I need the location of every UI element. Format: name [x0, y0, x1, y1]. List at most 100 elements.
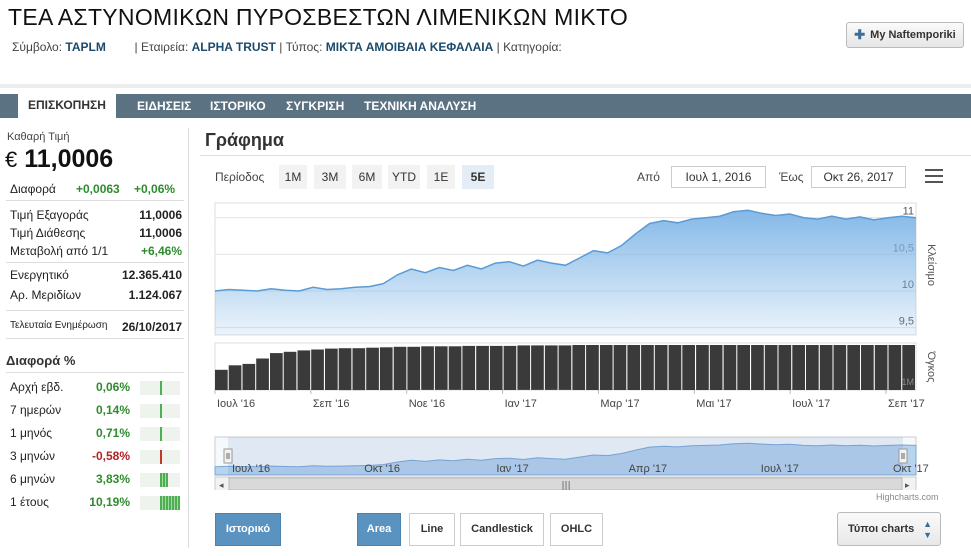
volume-bar — [751, 345, 764, 390]
from-date-input[interactable]: Ιουλ 1, 2016 — [671, 166, 766, 188]
period-3m-button[interactable]: 3M — [314, 165, 346, 189]
navigator-tick-label: Ιουλ '16 — [232, 463, 270, 475]
row-label: Αρχή εβδ. — [10, 380, 64, 394]
volume-bar — [489, 345, 503, 390]
x-tick-label: Ιουλ '16 — [217, 398, 255, 410]
volume-bar — [833, 345, 847, 390]
diff-pct-bar-fill — [160, 473, 168, 487]
row-value: 1.124.067 — [128, 288, 182, 302]
last-update-row: Τελευταία Ενημέρωση 26/10/2017 — [10, 320, 182, 334]
navigator-selection — [228, 437, 903, 475]
volume-bar — [874, 345, 888, 390]
volume-bar — [215, 369, 228, 391]
diff-pct-row: 6 μηνών 3,83% — [10, 472, 130, 486]
row-value: 3,83% — [95, 472, 130, 486]
price-value: 11,0006 — [24, 145, 114, 173]
my-naftemporiki-label: My Naftemporiki — [870, 29, 956, 41]
symbol-label: Σύμβολο: — [12, 40, 63, 54]
volume-bar — [256, 358, 269, 390]
price-area — [215, 210, 916, 335]
updown-arrow-icon: ▲ ▼ — [923, 519, 932, 540]
volume-axis-label: Όγκος — [925, 351, 937, 383]
volume-bar — [448, 346, 462, 390]
company-value[interactable]: ALPHA TRUST — [191, 40, 276, 54]
shares-row: Αρ. Μεριδίων 1.124.067 — [10, 288, 182, 302]
candlestick-button[interactable]: Candlestick — [460, 513, 544, 546]
tab-technical-analysis[interactable]: ΤΕΧΝΙΚΗ ΑΝΑΛΥΣΗ — [364, 99, 477, 113]
volume-bar — [902, 345, 915, 390]
row-label: 7 ημερών — [10, 403, 62, 417]
navigator-tick-label: Ιαν '17 — [496, 463, 528, 475]
x-tick-label: Μαι '17 — [696, 398, 731, 410]
from-label: Από — [637, 170, 660, 184]
diff-pct-bar-fill — [160, 496, 180, 510]
x-tick-label: Νοε '16 — [409, 398, 445, 410]
diff-pct-row: Αρχή εβδ. 0,06% — [10, 380, 130, 394]
hamburger-icon[interactable] — [925, 169, 943, 183]
sell-price-row: Τιμή Διάθεσης 11,0006 — [10, 226, 182, 240]
volume-bar — [586, 345, 599, 390]
row-label: Τελευταία Ενημέρωση — [10, 320, 108, 331]
diff-pct-value: +0,06% — [134, 182, 176, 196]
x-tick-label: Ιαν '17 — [505, 398, 537, 410]
tab-compare[interactable]: ΣΥΓΚΡΙΣΗ — [286, 99, 345, 113]
volume-bar — [338, 348, 352, 391]
volume-bar — [641, 345, 654, 390]
x-tick-label: Μαρ '17 — [600, 398, 639, 410]
x-tick-label: Ιουλ '17 — [792, 398, 830, 410]
period-6m-button[interactable]: 6M — [352, 165, 382, 189]
diff-pct-row: 7 ημερών 0,14% — [10, 403, 130, 417]
area-button[interactable]: Area — [357, 513, 401, 546]
price-line — [214, 209, 917, 292]
diff-pct-row: 1 έτους 10,19% — [10, 495, 130, 509]
row-label: Τιμή Εξαγοράς — [10, 208, 89, 222]
highcharts-credit[interactable]: Highcharts.com — [876, 492, 939, 502]
volume-bar — [544, 345, 558, 390]
ohlc-button[interactable]: OHLC — [550, 513, 603, 546]
volume-bar — [297, 350, 311, 390]
volume-bar — [888, 345, 902, 390]
tab-history[interactable]: ΙΣΤΟΡΙΚΟ — [210, 99, 266, 113]
tab-news[interactable]: ΕΙΔΗΣΕΙΣ — [137, 99, 192, 113]
volume-bar — [366, 347, 379, 390]
line-button[interactable]: Line — [409, 513, 455, 546]
row-label: 6 μηνών — [10, 472, 55, 486]
navigator-series — [214, 442, 917, 476]
grip-icon — [223, 448, 233, 464]
volume-bar — [283, 351, 297, 391]
volume-bar — [407, 346, 421, 390]
volume-bar — [352, 348, 366, 391]
row-value: +6,46% — [140, 244, 182, 258]
period-ytd-button[interactable]: YTD — [388, 165, 420, 189]
to-date-input[interactable]: Οκτ 26, 2017 — [811, 166, 906, 188]
volume-bar — [682, 345, 695, 390]
period-1m-button[interactable]: 1M — [279, 165, 307, 189]
volume-bar — [503, 345, 517, 390]
diff-pct-bar-fill — [160, 450, 162, 464]
volume-bar — [668, 345, 682, 390]
currency-symbol: € — [5, 147, 18, 172]
my-naftemporiki-button[interactable]: ✚ My Naftemporiki — [846, 22, 964, 48]
history-button[interactable]: Ιστορικό — [215, 513, 281, 546]
volume-bar — [393, 346, 407, 390]
tab-overview[interactable]: ΕΠΙΣΚΟΠΗΣΗ — [18, 92, 116, 118]
period-5e-button[interactable]: 5E — [462, 165, 494, 189]
volume-bar — [531, 345, 544, 390]
volume-bar — [764, 345, 778, 390]
price-axis-label: Κλείσιμο — [925, 244, 937, 286]
company-label: | Εταιρεία: — [134, 40, 189, 54]
y-tick-label: 11 — [903, 206, 914, 218]
diff-pct-bar-fill — [160, 404, 162, 418]
type-value[interactable]: ΜΙΚΤΑ ΑΜΟΙΒΑΙΑ ΚΕΦΑΛΑΙΑ — [325, 40, 494, 54]
volume-bar — [709, 345, 723, 390]
volume-bar — [421, 346, 434, 390]
divider — [6, 338, 184, 339]
volume-bar — [270, 353, 283, 390]
volume-bar — [847, 345, 860, 390]
diff-pct-title: Διαφορά % — [6, 353, 76, 368]
navigator-tick-label: Απρ '17 — [629, 463, 668, 475]
diff-pct-bar — [140, 381, 180, 395]
period-1e-button[interactable]: 1E — [427, 165, 455, 189]
chart-types-dropdown[interactable]: Τύποι charts ▲ ▼ — [837, 512, 941, 546]
